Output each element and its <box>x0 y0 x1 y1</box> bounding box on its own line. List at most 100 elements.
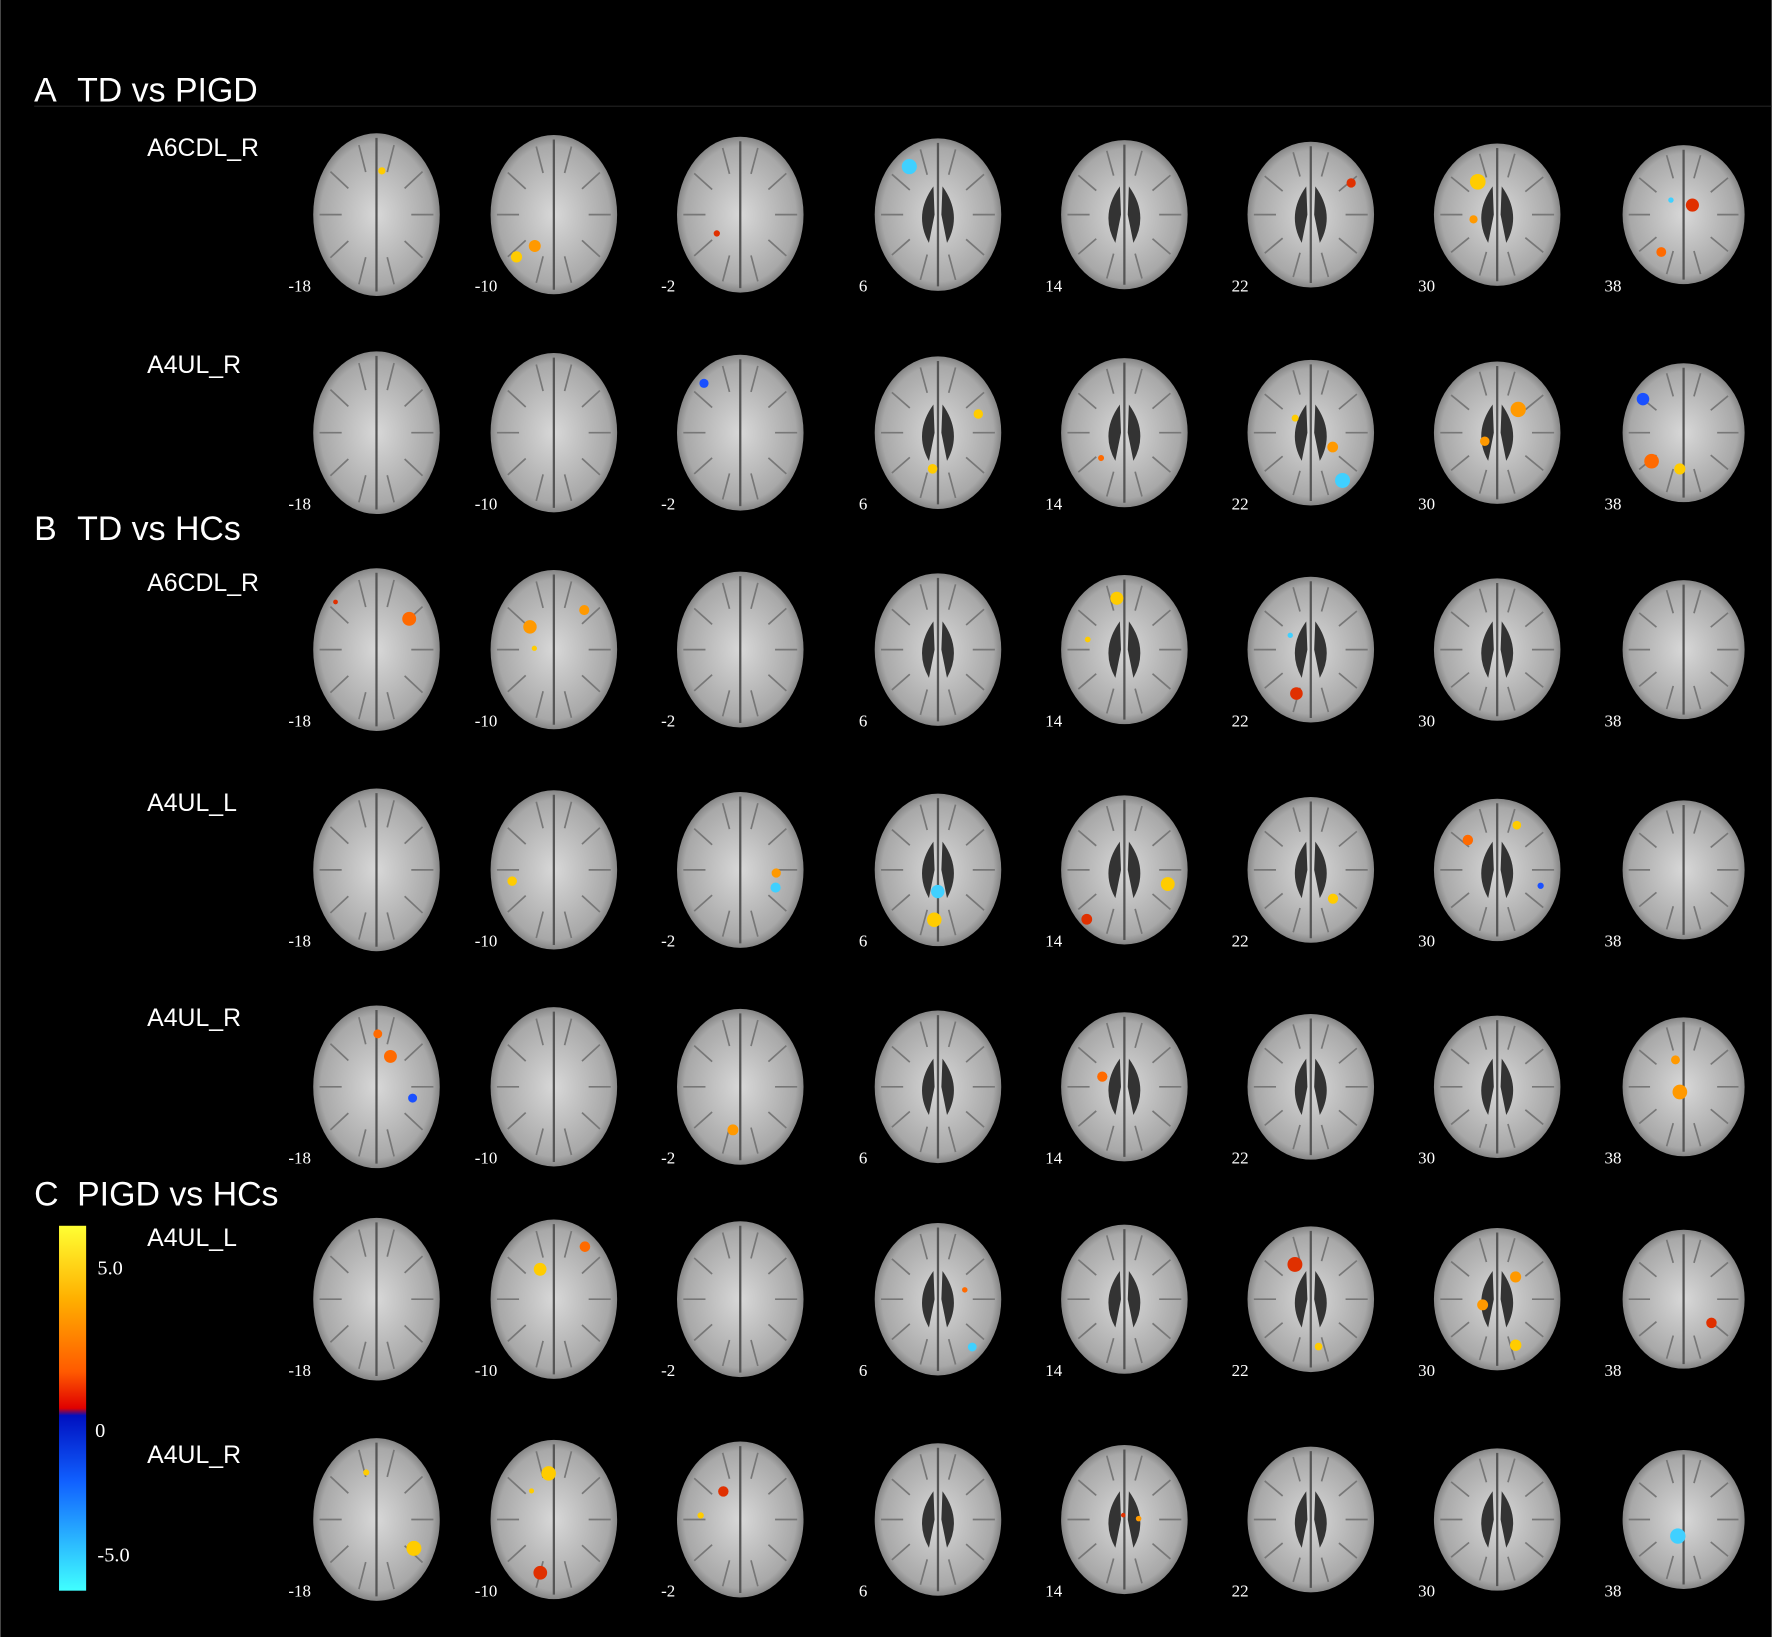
slice-number: 6 <box>859 276 867 295</box>
slice-number: 6 <box>859 495 867 514</box>
section-label: A <box>34 72 57 110</box>
sulcus <box>404 826 424 845</box>
activation <box>1287 632 1293 638</box>
brain-slice <box>490 1219 618 1379</box>
sulcus <box>329 1324 349 1343</box>
slice-number: 38 <box>1605 1149 1622 1168</box>
sulcus <box>329 1475 349 1494</box>
sulcus <box>1638 1261 1657 1278</box>
sulcus <box>767 1111 787 1129</box>
sulcus <box>1134 1235 1143 1261</box>
slice-number: -18 <box>288 495 311 514</box>
section-title: PIGD vs HCs <box>77 1175 278 1213</box>
slice-number: -10 <box>475 932 498 951</box>
sulcus <box>1524 892 1544 909</box>
sulcus <box>767 828 787 846</box>
brain-slice <box>874 138 1002 291</box>
activation <box>927 912 942 928</box>
section-title: TD vs PIGD <box>77 72 258 110</box>
slice-number: 22 <box>1232 495 1249 514</box>
brain-slice <box>676 136 804 293</box>
sulcus <box>750 1339 759 1367</box>
colorbar-label: 5.0 <box>97 1257 122 1279</box>
sulcus <box>947 1454 957 1480</box>
sulcus <box>1507 251 1516 276</box>
slice-number: -2 <box>661 711 675 730</box>
brain-slice <box>313 1005 440 1169</box>
sulcus <box>1151 829 1171 847</box>
sulcus <box>1134 1558 1143 1584</box>
sulcus <box>1638 891 1657 908</box>
ventricle <box>1294 186 1327 243</box>
brain-slice <box>1061 1224 1188 1374</box>
activation <box>771 868 781 878</box>
brain-slice <box>874 793 1002 947</box>
sulcus <box>947 584 957 610</box>
sulcus <box>1338 830 1358 847</box>
sulcus <box>1507 153 1516 178</box>
activation <box>713 230 720 237</box>
sulcus <box>1507 371 1516 396</box>
sulcus <box>1320 370 1330 395</box>
sulcus <box>581 1256 601 1275</box>
sulcus <box>1338 610 1358 627</box>
activation <box>1685 198 1699 212</box>
sulcus <box>1292 470 1301 496</box>
sulcus <box>404 389 424 408</box>
activation <box>1291 414 1299 422</box>
sulcus <box>721 582 731 610</box>
activation <box>1671 1055 1680 1065</box>
section-title: TD vs HCs <box>77 510 241 548</box>
activation <box>541 1466 556 1481</box>
sulcus <box>721 1019 731 1047</box>
sulcus <box>750 147 759 175</box>
sulcus <box>965 1543 985 1561</box>
sulcus <box>750 255 759 282</box>
sulcus <box>1710 612 1729 628</box>
brain-slice <box>1247 1446 1375 1593</box>
sulcus <box>1320 152 1330 177</box>
sulcus <box>693 828 713 846</box>
sulcus <box>386 362 395 391</box>
sulcus <box>1292 370 1301 395</box>
sulcus <box>693 390 713 409</box>
brain-slice <box>874 1010 1002 1164</box>
colorbar <box>59 1225 87 1591</box>
activation <box>1327 893 1339 904</box>
sulcus <box>1693 810 1702 834</box>
slice-number: -2 <box>661 932 675 951</box>
sulcus <box>358 579 367 608</box>
sulcus <box>1665 1239 1675 1264</box>
sulcus <box>404 1324 424 1343</box>
sulcus <box>386 1229 395 1257</box>
sulcus <box>965 391 985 409</box>
sulcus <box>947 254 957 281</box>
activation <box>1335 472 1351 488</box>
sulcus <box>507 1256 527 1275</box>
sulcus <box>1665 1027 1675 1051</box>
sulcus <box>563 691 573 718</box>
sulcus <box>965 673 985 691</box>
slice-number: 14 <box>1045 276 1062 295</box>
sulcus <box>1507 1123 1516 1148</box>
sulcus <box>1693 468 1702 493</box>
sulcus <box>1264 1109 1284 1127</box>
slice-number: -10 <box>475 1149 498 1168</box>
sulcus <box>1693 1122 1702 1147</box>
sulcus <box>329 675 349 694</box>
sulcus <box>329 240 349 259</box>
sulcus <box>767 172 787 191</box>
sulcus <box>1134 1125 1143 1151</box>
sulcus <box>767 1544 787 1562</box>
sulcus <box>1693 906 1702 930</box>
sulcus <box>947 472 957 499</box>
activation <box>523 620 537 634</box>
sulcus <box>1320 1456 1330 1482</box>
sulcus <box>947 1338 957 1365</box>
sulcus <box>1450 1321 1470 1338</box>
sulcus <box>891 1258 911 1276</box>
sulcus <box>1710 1108 1729 1125</box>
slice-number: 22 <box>1232 1581 1249 1600</box>
brain-slice <box>676 1441 804 1598</box>
slice-number: 14 <box>1045 711 1062 730</box>
